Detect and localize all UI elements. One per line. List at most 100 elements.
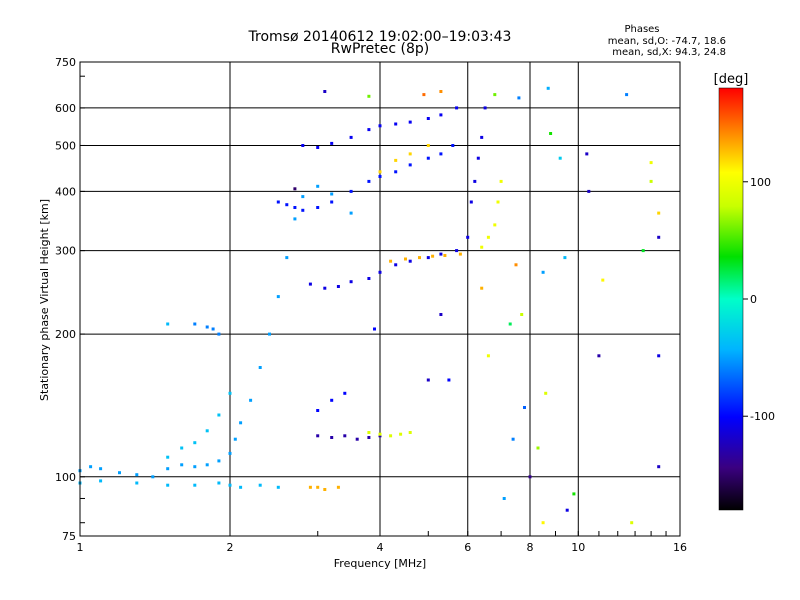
echo-point [323,488,327,491]
echo-point [408,120,412,124]
echo-point [367,277,371,280]
echo-point [268,332,271,336]
echo-point [378,270,382,274]
echo-point [439,252,443,256]
colorbar-tick-label: 0 [750,293,757,306]
echo-point [476,156,480,160]
echo-point [99,467,103,471]
echo-point [528,475,532,479]
x-axis-label: Frequency [MHz] [334,557,426,570]
echo-point [439,152,443,156]
echo-point [316,434,320,438]
echo-point [657,211,661,215]
echo-point [276,295,280,299]
echo-point [523,406,526,409]
phase-stats-title: Phases [624,24,659,35]
echo-point [249,398,253,402]
echo-point [228,483,232,487]
phase-stats-o: mean, sd,O: -74.7, 18.6 [608,36,726,47]
echo-point [657,354,661,358]
echo-point [649,179,653,183]
echo-point [394,170,398,174]
echo-point [367,94,371,98]
echo-point [541,521,545,525]
x-tick-label: 2 [227,541,234,554]
echo-point [217,481,221,485]
echo-point [193,465,197,469]
echo-point [587,189,591,193]
echo-point [166,322,170,326]
echo-point [641,249,645,253]
echo-point [349,135,353,139]
echo-point [408,259,412,263]
echo-point [536,446,540,450]
echo-point [205,429,209,433]
echo-point [394,263,398,267]
y-tick-label: 500 [55,139,76,152]
echo-point [323,286,327,290]
echo-point [205,325,209,329]
echo-point [426,144,430,147]
echo-point [455,106,459,110]
echo-point [166,455,170,459]
echo-point [394,158,398,162]
echo-point [330,436,334,439]
echo-point [316,146,320,149]
echo-point [517,96,521,100]
echo-point [276,485,280,489]
echo-point [378,434,382,438]
echo-point [99,479,103,483]
echo-point [205,463,209,467]
echo-point [293,187,297,191]
echo-point [336,485,340,489]
echo-point [408,152,412,156]
echo-point [469,200,473,204]
y-tick-label: 400 [55,185,76,198]
echo-point [276,200,280,204]
echo-point [439,313,443,316]
echo-point [508,322,512,326]
echo-point [558,156,562,160]
echo-point [258,483,262,487]
echo-point [166,467,170,471]
echo-point [426,378,430,382]
echo-point [323,90,327,93]
echo-point [349,189,353,193]
echo-point [193,441,197,445]
echo-point [426,117,430,120]
echo-point [483,106,487,110]
echo-point [486,354,490,358]
echo-point [301,144,305,147]
echo-point [301,195,305,199]
echo-point [649,161,653,165]
echo-point [426,256,430,260]
echo-point [493,93,497,97]
echo-point [193,322,197,326]
echo-point [502,497,506,500]
echo-point [378,124,382,128]
echo-point [426,156,430,160]
echo-point [180,463,184,467]
echo-point [486,235,490,239]
echo-point [135,473,139,477]
echo-point [466,235,470,239]
colorbar-ticks: 100 0 -100 [743,176,775,423]
echo-point [496,200,500,204]
grid-lines [80,62,680,536]
echo-point [343,434,347,438]
echo-point [572,492,576,496]
echo-point [367,128,371,132]
echo-point [367,179,371,183]
y-axis-label: Stationary phase Virtual Height [km] [38,199,51,401]
chart-subtitle: RwPretec (8p) [331,41,429,57]
echo-point [180,446,184,450]
echo-point [258,366,262,369]
echo-point [601,278,605,282]
y-tick-label: 750 [55,56,76,69]
echo-point [399,432,403,436]
echo-point [330,141,334,145]
echo-point [563,256,567,260]
y-tick-label: 75 [62,530,76,543]
echo-point [330,200,334,204]
